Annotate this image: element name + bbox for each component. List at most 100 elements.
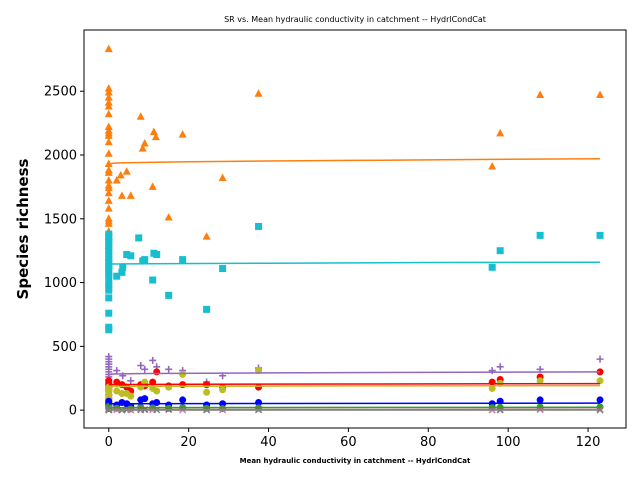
data-point: [536, 396, 544, 404]
data-point: [104, 168, 113, 176]
data-point: [127, 377, 135, 385]
fit-line-3: [108, 382, 601, 386]
data-point: [153, 251, 161, 259]
data-point: [141, 395, 149, 403]
data-point: [141, 256, 149, 264]
data-point: [255, 222, 263, 230]
data-point: [113, 387, 121, 395]
data-point: [116, 170, 125, 179]
data-point: [104, 196, 113, 204]
data-point: [105, 247, 113, 255]
data-point: [140, 139, 149, 147]
data-point: [105, 254, 113, 262]
data-point: [105, 271, 113, 279]
data-point: [104, 93, 113, 101]
data-point: [165, 291, 173, 299]
data-point: [141, 365, 149, 373]
data-point: [202, 232, 211, 240]
data-point: [105, 281, 113, 289]
data-point: [218, 173, 227, 181]
data-point: [104, 183, 113, 192]
fit-line-4: [108, 384, 601, 388]
data-point: [104, 84, 113, 92]
data-point: [123, 251, 131, 259]
data-point: [496, 247, 504, 255]
data-point: [118, 268, 126, 276]
data-point: [104, 176, 113, 184]
data-point: [596, 90, 605, 99]
series-1: [105, 222, 604, 334]
x-tick-label: 60: [340, 435, 357, 450]
data-point: [105, 294, 113, 302]
fit-line-1: [108, 261, 601, 265]
fit-line-5: [108, 402, 601, 405]
data-point: [112, 176, 121, 184]
data-point: [104, 131, 113, 139]
data-point: [104, 109, 113, 118]
data-point: [137, 383, 145, 391]
y-tick-label: 500: [52, 340, 77, 355]
data-point: [203, 388, 211, 396]
data-point: [104, 137, 113, 146]
x-tick-label: 0: [105, 435, 113, 450]
data-point: [536, 377, 544, 385]
x-tick-label: 100: [496, 435, 521, 450]
data-point: [149, 356, 157, 364]
data-point: [104, 219, 113, 227]
data-point: [113, 367, 121, 375]
x-axis-ticks: 0 20 40 60 80 100 120: [105, 428, 601, 450]
data-point: [164, 213, 173, 221]
x-tick-label: 20: [180, 435, 197, 450]
series-0: [104, 44, 605, 291]
x-tick-label: 120: [576, 435, 601, 450]
data-point: [119, 263, 127, 271]
data-point: [127, 252, 135, 260]
data-point: [138, 144, 147, 152]
data-point: [496, 363, 504, 371]
data-point: [596, 355, 604, 363]
data-point: [536, 231, 544, 239]
data-point: [488, 161, 497, 170]
data-point: [104, 44, 113, 53]
data-point: [148, 182, 157, 190]
y-tick-label: 2500: [44, 85, 77, 100]
data-point: [104, 88, 113, 96]
data-point: [105, 258, 113, 266]
data-point: [149, 276, 157, 284]
data-point: [117, 191, 126, 199]
data-point: [165, 365, 173, 373]
plot-frame: [83, 29, 627, 429]
data-point: [104, 102, 113, 110]
data-point: [179, 370, 187, 378]
data-point: [203, 305, 211, 313]
data-point: [105, 267, 113, 275]
data-point: [135, 234, 143, 242]
data-point: [122, 167, 131, 175]
y-tick-label: 2000: [44, 149, 77, 164]
data-point: [219, 265, 227, 273]
data-point: [104, 188, 113, 197]
data-point: [104, 122, 113, 130]
data-point: [254, 89, 263, 97]
data-point: [105, 251, 113, 259]
y-tick-label: 0: [69, 404, 77, 419]
y-tick-label: 1000: [44, 276, 77, 291]
data-point: [596, 368, 604, 376]
x-tick-label: 80: [420, 435, 437, 450]
data-point: [105, 236, 113, 244]
data-point: [488, 263, 496, 271]
x-tick-label: 40: [260, 435, 277, 450]
y-axis-ticks: 0 500 1000 1500 2000 2500: [44, 85, 84, 419]
data-point: [104, 204, 113, 212]
y-axis-label: Species richness: [14, 158, 32, 299]
data-point: [488, 384, 496, 392]
data-point: [104, 98, 113, 106]
y-tick-label: 1500: [44, 212, 77, 227]
data-point: [105, 276, 113, 284]
data-point: [596, 377, 604, 385]
data-point: [496, 128, 505, 137]
data-point: [596, 231, 604, 239]
plot-area: [104, 44, 605, 414]
data-point: [179, 396, 187, 404]
